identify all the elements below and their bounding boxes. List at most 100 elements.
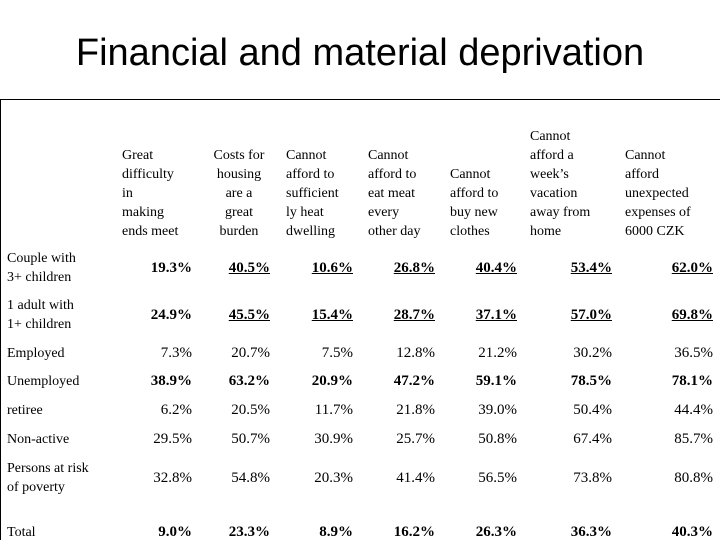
table-cell: 73.8% [573, 470, 612, 486]
column-header-line: afford to [286, 167, 335, 182]
table-cell: 25.7% [396, 431, 435, 447]
table-cell: 40.4% [475, 260, 517, 276]
row-label-line: 3+ children [7, 270, 72, 285]
table-cell: 78.5% [570, 373, 612, 389]
row-label: retiree [7, 401, 117, 420]
table-cell: 21.8% [396, 402, 435, 418]
row-label-line: Non-active [7, 431, 70, 447]
column-header-line: afford [625, 167, 659, 182]
column-header: Great difficulty in making ends meet [122, 146, 200, 241]
column-header-line: away from [530, 205, 591, 220]
table-cell: 9.0% [158, 524, 192, 540]
column-header-line: expenses of [625, 205, 691, 220]
row-label-line: retiree [7, 402, 43, 418]
column-header-line: Cannot [368, 148, 409, 163]
row-label: Total [7, 523, 117, 542]
table-cell: 28.7% [393, 307, 435, 323]
table-cell: 40.5% [228, 260, 270, 276]
table-cell: 37.1% [475, 307, 517, 323]
column-header-line: afford to [450, 186, 499, 201]
table-cell: 53.4% [570, 260, 612, 276]
column-header-line: dwelling [286, 224, 335, 239]
column-header-line: sufficient [286, 186, 339, 201]
column-header: Cannot afford to sufficient ly heat dwelling [286, 146, 356, 241]
column-header-line: are a [225, 186, 253, 201]
table-cell: 50.7% [231, 431, 270, 447]
table-cell: 10.6% [311, 260, 353, 276]
table-cell: 11.7% [314, 402, 353, 418]
table-cell: 6.2% [160, 402, 192, 418]
row-label-line: 1 adult with [7, 298, 74, 313]
table-cell: 59.1% [475, 373, 517, 389]
table-top-border [0, 99, 720, 100]
table-cell: 21.2% [478, 345, 517, 361]
table-cell: 36.5% [674, 345, 713, 361]
column-header-line: ly heat [286, 205, 324, 220]
table-cell: 20.3% [314, 470, 353, 486]
table-cell: 20.5% [231, 402, 270, 418]
row-label: 1 adult with 1+ children [7, 296, 117, 334]
table-cell: 7.5% [321, 345, 353, 361]
column-header: Cannot afford to eat meat every other day [368, 146, 440, 241]
table-cell: 38.9% [150, 373, 192, 389]
row-label-line: Couple with [7, 251, 76, 266]
column-header: Costs for housing are a great burden [202, 146, 276, 241]
table-cell: 12.8% [396, 345, 435, 361]
column-header-line: home [530, 224, 562, 239]
column-header-line: ends meet [122, 224, 179, 239]
slide-title: Financial and material deprivation [75, 32, 645, 74]
table-cell: 39.0% [478, 402, 517, 418]
table-cell: 15.4% [311, 307, 353, 323]
column-header-line: afford to [368, 167, 417, 182]
table-cell: 41.4% [396, 470, 435, 486]
table-cell: 19.3% [150, 260, 192, 276]
column-header-line: Cannot [625, 148, 666, 163]
table-cell: 32.8% [153, 470, 192, 486]
column-header-line: great [225, 205, 253, 220]
row-label: Employed [7, 344, 117, 363]
column-header-line: 6000 CZK [625, 224, 685, 239]
table-cell: 16.2% [393, 524, 435, 540]
column-header-line: afford a [530, 148, 574, 163]
column-header-line: burden [219, 224, 259, 239]
row-label-line: 1+ children [7, 317, 72, 332]
table-cell: 85.7% [674, 431, 713, 447]
column-header-line: unexpected [625, 186, 689, 201]
row-label-line: Persons at risk [7, 461, 89, 476]
table-cell: 45.5% [228, 307, 270, 323]
column-header-line: difficulty [122, 167, 174, 182]
column-header-line: making [122, 205, 164, 220]
table-cell: 8.9% [319, 524, 353, 540]
table-cell: 40.3% [671, 524, 713, 540]
column-header: Cannot afford unexpected expenses of 6000 CZ… [625, 146, 715, 241]
table-cell: 20.7% [231, 345, 270, 361]
table-cell: 30.2% [573, 345, 612, 361]
row-label: Couple with 3+ children [7, 249, 117, 287]
table-cell: 80.8% [674, 470, 713, 486]
table-cell: 47.2% [393, 373, 435, 389]
column-header-line: Cannot [286, 148, 327, 163]
column-header-line: clothes [450, 224, 490, 239]
table-cell: 57.0% [570, 307, 612, 323]
table-cell: 62.0% [671, 260, 713, 276]
row-label-line: Total [7, 524, 36, 540]
row-label: Unemployed [7, 372, 117, 391]
table-cell: 24.9% [150, 307, 192, 323]
table-cell: 63.2% [228, 373, 270, 389]
row-label: Persons at risk of poverty [7, 459, 117, 497]
column-header: Cannot afford to buy new clothes [450, 165, 516, 241]
table-cell: 78.1% [671, 373, 713, 389]
column-header-line: week’s [530, 167, 569, 182]
table-cell: 54.8% [231, 470, 270, 486]
table-cell: 67.4% [573, 431, 612, 447]
column-header-line: Costs for [213, 148, 265, 163]
column-header-line: every [368, 205, 400, 220]
table-cell: 23.3% [228, 524, 270, 540]
column-header-line: in [122, 186, 133, 201]
column-header-line: housing [216, 167, 262, 182]
table-cell: 26.8% [393, 260, 435, 276]
row-label-line: Unemployed [7, 373, 80, 389]
table-cell: 30.9% [314, 431, 353, 447]
column-header-line: buy new [450, 205, 498, 220]
table-cell: 50.8% [478, 431, 517, 447]
